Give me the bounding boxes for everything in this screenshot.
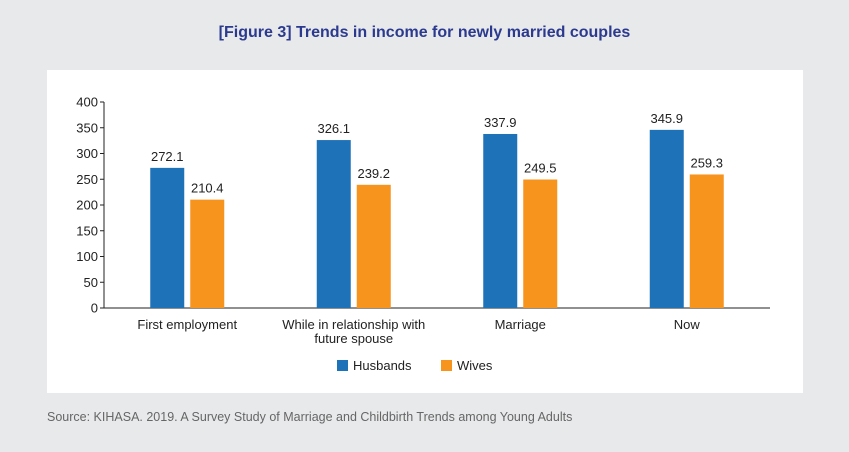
y-tick-label: 200 <box>76 198 98 213</box>
data-label: 239.2 <box>357 166 390 181</box>
x-tick-label: First employment <box>137 317 237 332</box>
bar-husbands-1 <box>316 140 351 308</box>
bar-wives-3 <box>689 174 724 308</box>
legend-label-husbands: Husbands <box>353 358 412 373</box>
source-note: Source: KIHASA. 2019. A Survey Study of … <box>47 410 573 424</box>
bar-husbands-3 <box>649 129 684 308</box>
chart-title: [Figure 3] Trends in income for newly ma… <box>218 24 631 41</box>
bar-chart: 0 50 100 150 200 250 300 350 400 272.1 210.4 First … <box>76 95 770 373</box>
y-tick-label: 250 <box>76 172 98 187</box>
data-label: 345.9 <box>650 111 683 126</box>
x-tick-label: While in relationship with <box>282 317 425 332</box>
y-tick-label: 400 <box>76 95 98 110</box>
data-label: 210.4 <box>191 181 224 196</box>
x-tick-label: Now <box>674 317 701 332</box>
y-tick-label: 50 <box>84 275 98 290</box>
legend-swatch-husbands <box>337 360 348 371</box>
bar-husbands-2 <box>483 133 518 308</box>
legend-swatch-wives <box>441 360 452 371</box>
bar-wives-2 <box>523 179 558 308</box>
legend-label-wives: Wives <box>457 358 493 373</box>
x-tick-label: future spouse <box>314 331 393 346</box>
x-tick-label: Marriage <box>495 317 546 332</box>
data-label: 249.5 <box>524 161 557 176</box>
bar-wives-0 <box>190 199 225 308</box>
y-tick-label: 150 <box>76 223 98 238</box>
y-tick-label: 300 <box>76 146 98 161</box>
data-label: 272.1 <box>151 149 184 164</box>
y-tick-label: 0 <box>91 301 98 316</box>
y-tick-label: 350 <box>76 120 98 135</box>
data-label: 259.3 <box>690 155 723 170</box>
bar-husbands-0 <box>150 167 185 308</box>
data-label: 337.9 <box>484 115 517 130</box>
data-label: 326.1 <box>317 121 350 136</box>
bar-wives-1 <box>356 184 391 308</box>
y-tick-label: 100 <box>76 249 98 264</box>
